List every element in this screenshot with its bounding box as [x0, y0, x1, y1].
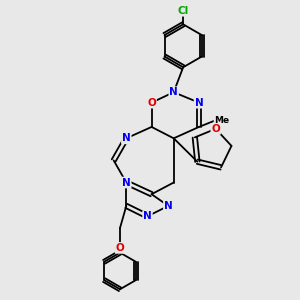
Text: O: O — [147, 98, 156, 108]
Text: O: O — [116, 243, 124, 253]
Text: O: O — [211, 124, 220, 134]
Text: N: N — [164, 201, 173, 211]
Text: N: N — [122, 178, 131, 188]
Text: N: N — [122, 133, 131, 143]
Text: Cl: Cl — [178, 6, 189, 16]
Text: N: N — [169, 87, 178, 97]
Text: N: N — [195, 98, 203, 108]
Text: N: N — [143, 211, 152, 221]
Text: Me: Me — [214, 116, 229, 125]
